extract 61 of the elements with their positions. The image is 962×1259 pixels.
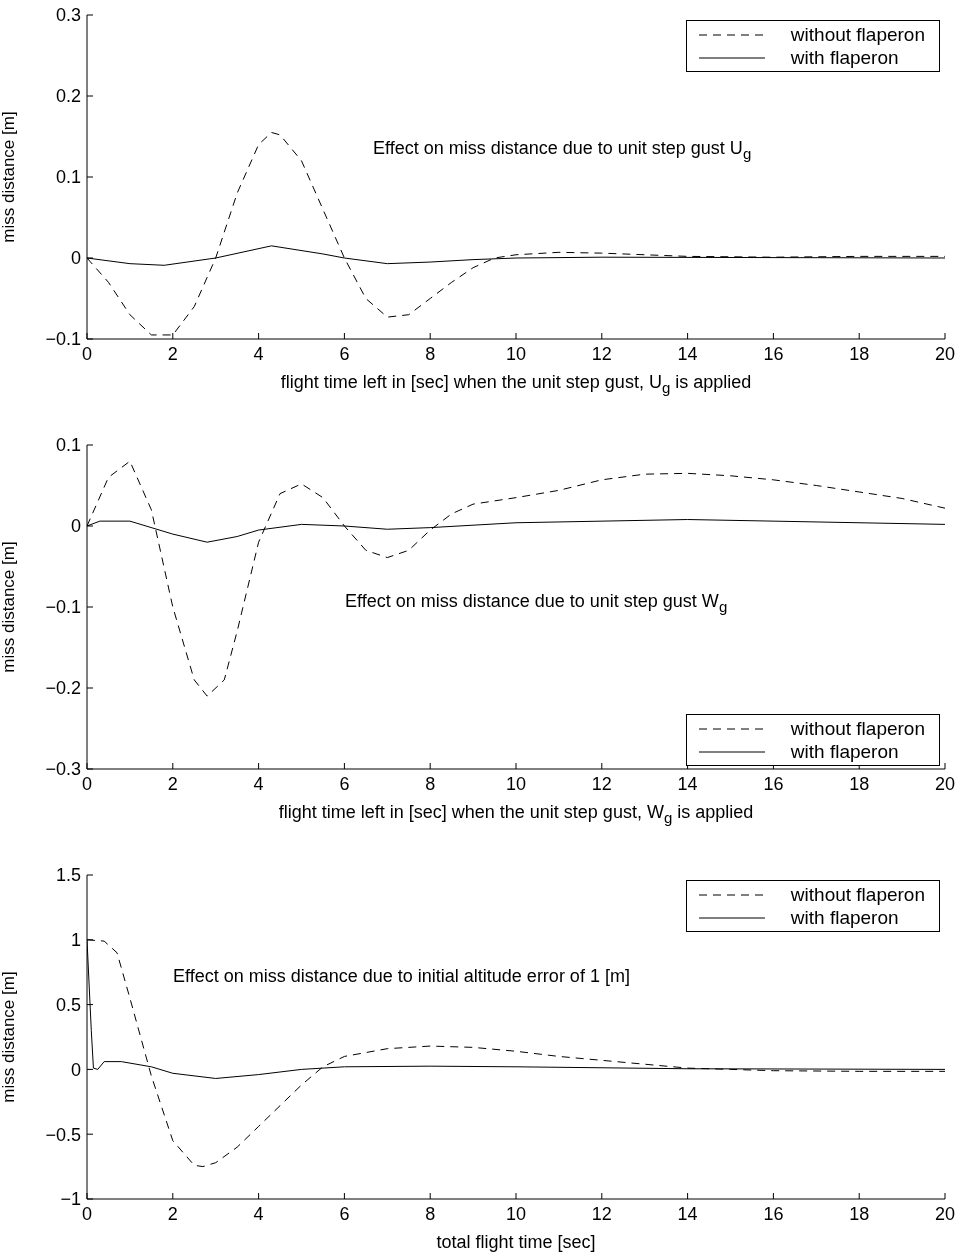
x-tick-label: 18 (849, 343, 870, 364)
x-tick-label: 6 (339, 1203, 350, 1224)
y-tick-label: −0.2 (45, 678, 81, 699)
x-tick-label: 12 (591, 773, 612, 794)
x-tick-label: 6 (339, 773, 350, 794)
x-tick-label: 10 (505, 773, 527, 794)
x-tick-label: 20 (934, 343, 956, 364)
y-tick-label: −0.1 (45, 597, 81, 618)
legend-label: with flaperon (790, 906, 899, 929)
x-tick-label: 12 (591, 1203, 612, 1224)
y-tick-label: −1 (60, 1189, 81, 1210)
x-tick-label: 14 (677, 773, 698, 794)
y-axis-title: miss distance [m] (0, 971, 19, 1103)
legend-label: with flaperon (790, 46, 899, 69)
y-tick-label: 0 (70, 248, 81, 269)
x-tick-label: 2 (167, 773, 178, 794)
x-tick-label: 6 (339, 343, 350, 364)
x-tick-label: 16 (763, 1203, 784, 1224)
y-tick-label: 0.2 (55, 86, 81, 107)
y-tick-label: 0.1 (55, 167, 81, 188)
x-axis-title: flight time left in [sec] when the unit step gust, U$_{g}$ is applied (279, 372, 753, 396)
annotation: Effect on miss distance due to unit step gust U$_{g}$ (373, 138, 752, 162)
x-tick-label: 14 (677, 343, 698, 364)
y-tick-label: 0 (70, 516, 81, 537)
y-axis-title: miss distance [m] (0, 111, 19, 243)
x-tick-label: 16 (763, 343, 784, 364)
legend-label: without flaperon (790, 717, 925, 740)
x-tick-label: 8 (425, 343, 436, 364)
annotation: Effect on miss distance due to initial altitude error of 1 [m] (173, 966, 630, 987)
x-tick-label: 8 (425, 1203, 436, 1224)
legend-label: without flaperon (790, 23, 925, 46)
x-tick-label: 4 (253, 773, 264, 794)
y-tick-label: 0 (70, 1059, 81, 1080)
y-axis-title: miss distance [m] (0, 541, 19, 673)
x-tick-label: 8 (425, 773, 436, 794)
x-axis-title: total flight time [sec] (435, 1232, 597, 1253)
x-tick-label: 4 (253, 343, 264, 364)
x-tick-label: 10 (505, 1203, 527, 1224)
x-tick-label: 10 (505, 343, 527, 364)
annotation: Effect on miss distance due to unit step gust W$_{g}$ (345, 591, 728, 615)
y-tick-label: −0.5 (45, 1124, 81, 1145)
x-tick-label: 2 (167, 343, 178, 364)
y-tick-label: 1.5 (55, 865, 81, 886)
x-tick-label: 14 (677, 1203, 698, 1224)
y-tick-label: −0.1 (45, 329, 81, 350)
legend-label: without flaperon (790, 883, 925, 906)
y-tick-label: 0.1 (55, 435, 81, 456)
x-tick-label: 4 (253, 1203, 264, 1224)
y-tick-label: 0.3 (55, 5, 81, 26)
legend-label: with flaperon (790, 740, 899, 763)
x-tick-label: 18 (849, 1203, 870, 1224)
x-tick-label: 16 (763, 773, 784, 794)
x-tick-label: 18 (849, 773, 870, 794)
y-tick-label: 1 (70, 930, 81, 951)
x-axis-title: flight time left in [sec] when the unit step gust, W$_{g}$ is applied (277, 802, 755, 826)
y-tick-label: 0.5 (55, 994, 81, 1015)
x-tick-label: 12 (591, 343, 612, 364)
y-tick-label: −0.3 (45, 759, 81, 780)
x-tick-label: 20 (934, 773, 956, 794)
x-tick-label: 20 (934, 1203, 956, 1224)
x-tick-label: 2 (167, 1203, 178, 1224)
